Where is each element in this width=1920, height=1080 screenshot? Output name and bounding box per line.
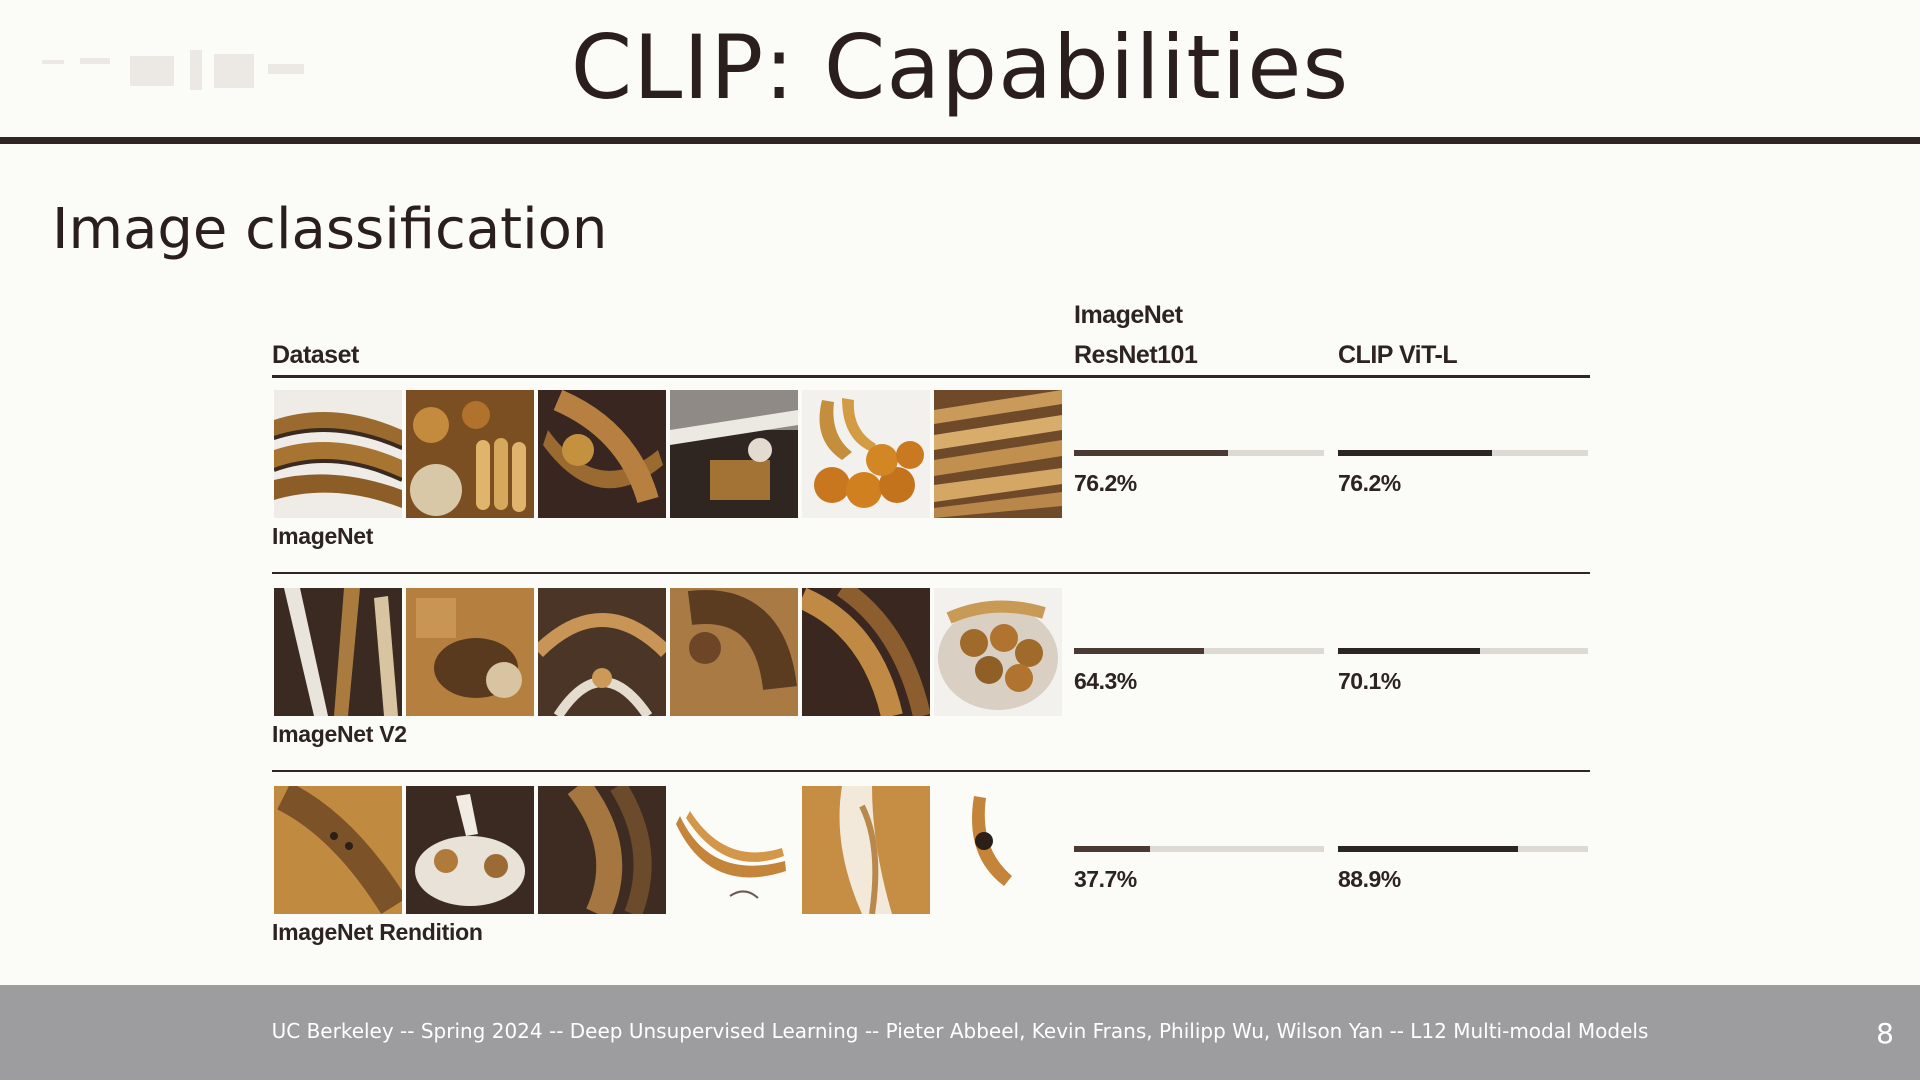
column-header-clip: CLIP ViT-L — [1338, 341, 1458, 369]
slide-title: CLIP: Capabilities — [570, 16, 1350, 119]
dataset-name: ImageNet Rendition — [272, 919, 483, 945]
banana-photo-thumbnail — [802, 588, 930, 716]
resnet-accuracy-bar — [1074, 450, 1324, 456]
resnet-accuracy-bar — [1074, 846, 1324, 852]
resnet-accuracy-bar-fill — [1074, 450, 1229, 456]
banana-pile-thumbnail — [934, 390, 1062, 518]
banana-photo-thumbnail — [670, 588, 798, 716]
column-header-resnet-line2: ResNet101 — [1074, 341, 1198, 369]
fruit-photo-thumbnail — [406, 390, 534, 518]
dataset-name: ImageNet V2 — [272, 721, 407, 747]
image-strip — [274, 786, 1066, 914]
plant-photo-thumbnail — [538, 588, 666, 716]
logo-mark — [42, 50, 304, 90]
clip-accuracy-bar — [1338, 648, 1588, 654]
clip-accuracy-bar — [1338, 450, 1588, 456]
resnet-accuracy-value: 37.7% — [1074, 866, 1137, 892]
header-rule — [272, 375, 1590, 378]
footer-text: UC Berkeley -- Spring 2024 -- Deep Unsup… — [271, 1019, 1649, 1043]
banana-drawing-thumbnail — [670, 786, 798, 914]
clip-accuracy-bar — [1338, 846, 1588, 852]
fruit-photo-thumbnail — [802, 390, 930, 518]
row-divider — [272, 770, 1590, 772]
banana-photo-thumbnail — [274, 588, 402, 716]
table-row: 76.2% 76.2% ImageNet — [272, 378, 1590, 576]
image-strip — [274, 588, 1066, 716]
title-rule — [0, 137, 1920, 144]
fruit-photo-thumbnail — [406, 588, 534, 716]
banana-drawing-thumbnail — [538, 786, 666, 914]
market-photo-thumbnail — [670, 390, 798, 518]
resnet-accuracy-bar-fill — [1074, 846, 1151, 852]
banana-drawing-thumbnail — [406, 786, 534, 914]
results-table: Dataset ImageNet ResNet101 CLIP ViT-L — [272, 290, 1590, 950]
clip-accuracy-value: 76.2% — [1338, 470, 1401, 496]
resnet-accuracy-bar — [1074, 648, 1324, 654]
table-row: 37.7% 88.9% ImageNet Rendition — [272, 774, 1590, 950]
banana-drawing-thumbnail — [934, 786, 1062, 914]
row-divider — [272, 572, 1590, 574]
clip-accuracy-value: 70.1% — [1338, 668, 1401, 694]
banana-drawing-thumbnail — [802, 786, 930, 914]
column-header-resnet-line1: ImageNet — [1074, 301, 1183, 329]
clip-accuracy-bar-fill — [1338, 450, 1493, 456]
clip-accuracy-value: 88.9% — [1338, 866, 1401, 892]
clip-accuracy-bar-fill — [1338, 846, 1519, 852]
column-header-dataset: Dataset — [272, 341, 359, 369]
page-number: 8 — [1876, 1017, 1894, 1050]
banana-photo-thumbnail — [274, 390, 402, 518]
section-heading: Image classification — [52, 197, 608, 262]
resnet-accuracy-bar-fill — [1074, 648, 1205, 654]
resnet-accuracy-value: 76.2% — [1074, 470, 1137, 496]
table-row: 64.3% 70.1% ImageNet V2 — [272, 576, 1590, 774]
banana-drawing-thumbnail — [274, 786, 402, 914]
dataset-name: ImageNet — [272, 523, 374, 549]
footer-bar: UC Berkeley -- Spring 2024 -- Deep Unsup… — [0, 985, 1920, 1080]
clip-accuracy-bar-fill — [1338, 648, 1480, 654]
fruit-bowl-thumbnail — [934, 588, 1062, 716]
resnet-accuracy-value: 64.3% — [1074, 668, 1137, 694]
banana-photo-thumbnail — [538, 390, 666, 518]
image-strip — [274, 390, 1066, 518]
